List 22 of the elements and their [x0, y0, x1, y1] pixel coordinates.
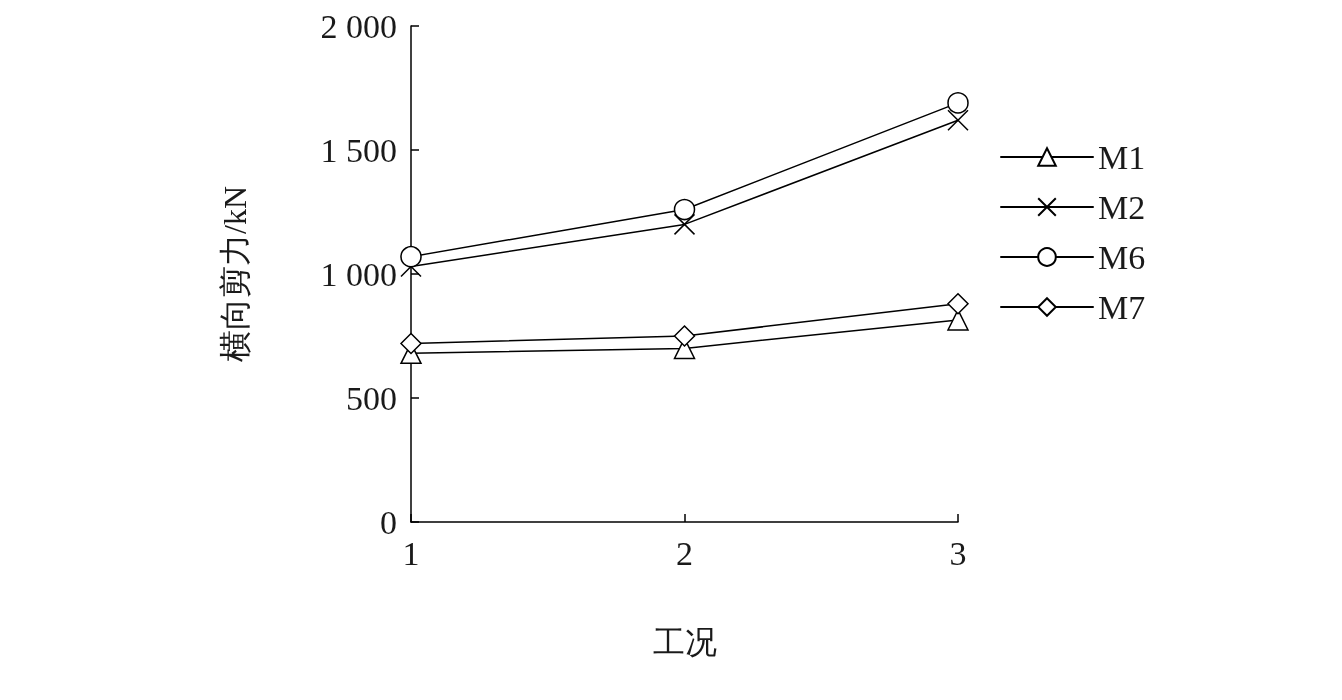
- point: [400, 332, 422, 355]
- x-tick-label: 1: [402, 534, 420, 572]
- legend-label: M7: [1098, 288, 1146, 326]
- x-tick-label: 3: [949, 534, 967, 572]
- x-tick-label: 2: [676, 534, 693, 572]
- point: [673, 325, 696, 347]
- point: [673, 198, 696, 221]
- x-axis-title: 工况: [652, 624, 717, 660]
- y-tick-label: 500: [346, 379, 397, 417]
- legend-label: M2: [1098, 188, 1146, 226]
- y-tick-label: 2 000: [320, 7, 397, 45]
- point: [947, 109, 969, 131]
- y-axis-title: 横向剪力/kN: [217, 186, 253, 362]
- y-tick-label: 1 500: [320, 131, 397, 169]
- y-tick-label: 0: [380, 503, 397, 541]
- point: [947, 293, 969, 315]
- point: [947, 92, 969, 114]
- y-tick-label: 1 000: [320, 255, 397, 293]
- point: [400, 245, 422, 268]
- legend-label: M6: [1098, 238, 1146, 276]
- point: [673, 213, 696, 236]
- legend-label: M1: [1098, 138, 1146, 176]
